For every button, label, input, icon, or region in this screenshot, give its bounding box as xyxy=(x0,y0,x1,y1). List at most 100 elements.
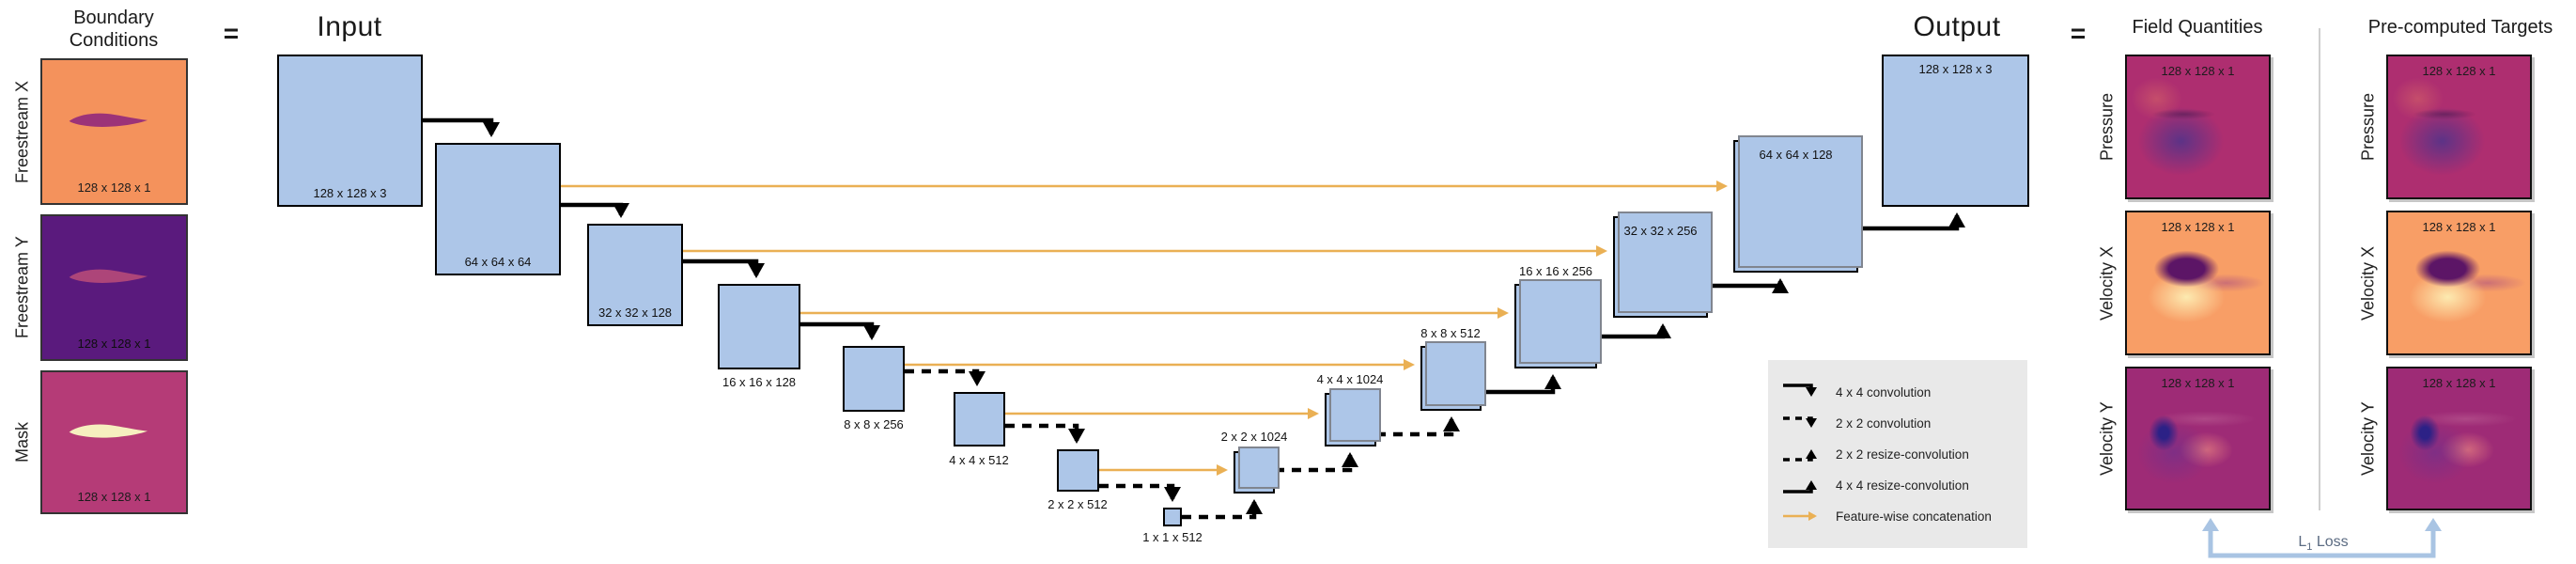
legend-label: Feature-wise concatenation xyxy=(1836,509,1992,524)
pt-velocity-x-image: 128 x 128 x 1 xyxy=(2386,211,2532,355)
fq-pressure-image: 128 x 128 x 1 xyxy=(2125,55,2271,199)
unet-block-dec-8 xyxy=(1420,341,1486,411)
unet-block-dec-4 xyxy=(1325,388,1381,446)
enc-16-dim-label: 16 x 16 x 128 xyxy=(722,375,797,389)
airfoil-silhouette xyxy=(69,424,148,438)
fq-velocity-x-dim: 128 x 128 x 1 xyxy=(2161,220,2235,234)
conv-64-32-arrow xyxy=(561,202,629,218)
orange-right-arrow-icon xyxy=(1783,511,1817,521)
l1-loss-bracket xyxy=(2202,518,2442,558)
dashed-down-arrow-icon xyxy=(1783,416,1817,428)
conv-2x2-arrows xyxy=(905,368,1181,502)
conv-128-64-arrow xyxy=(423,118,500,137)
dec-2-dim-label: 2 x 2 x 1024 xyxy=(1220,430,1288,444)
column-divider xyxy=(2319,28,2320,510)
freestream-y-image: 128 x 128 x 1 xyxy=(40,214,188,361)
resize-1-2-arrow xyxy=(1182,499,1263,520)
legend-row-2x2-resize: 2 x 2 resize-convolution xyxy=(1781,443,2027,465)
legend-row-4x4-conv: 4 x 4 convolution xyxy=(1781,381,2027,403)
enc-2-dim-label: 2 x 2 x 512 xyxy=(1047,497,1108,511)
bottleneck-dim-label: 1 x 1 x 512 xyxy=(1142,530,1203,544)
pt-velocity-x-dim: 128 x 128 x 1 xyxy=(2422,220,2496,234)
unet-block-dec-16 xyxy=(1514,279,1602,368)
fq-velocity-y-dim: 128 x 128 x 1 xyxy=(2161,376,2235,390)
dec-16-dim-label: 16 x 16 x 256 xyxy=(1518,264,1593,278)
block-dim-label: 64 x 64 x 64 xyxy=(464,255,532,269)
unet-block-dec-64: 64 x 64 x 128 xyxy=(1733,135,1863,273)
resize-64-128-arrow xyxy=(1858,212,1965,231)
unet-block-enc-64: 64 x 64 x 64 xyxy=(435,143,561,275)
fq-pressure-label: Pressure xyxy=(2097,92,2117,162)
l1-loss-label: L1 Loss xyxy=(2255,534,2392,553)
conv-4-2-arrow xyxy=(1005,423,1085,444)
pt-velocity-y-label: Velocity Y xyxy=(2358,401,2378,476)
legend-row-2x2-conv: 2 x 2 convolution xyxy=(1781,412,2027,434)
resize-conv-4x4-arrows xyxy=(1482,212,1965,395)
block-dim-label: 128 x 128 x 3 xyxy=(1918,62,1993,76)
legend-label: 4 x 4 convolution xyxy=(1836,384,1932,400)
pt-pressure-dim: 128 x 128 x 1 xyxy=(2422,64,2496,78)
boundary-conditions-title: Boundary Conditions xyxy=(69,8,159,51)
dec-4-dim-label: 4 x 4 x 1024 xyxy=(1316,372,1384,386)
pt-velocity-y-dim: 128 x 128 x 1 xyxy=(2422,376,2496,390)
unet-block-enc-8 xyxy=(843,346,905,412)
unet-block-enc-32: 32 x 32 x 128 xyxy=(587,224,683,326)
loss-word: Loss xyxy=(2312,534,2349,550)
conv-8-4-arrow xyxy=(905,368,985,386)
field-quantities-title: Field Quantities xyxy=(2132,17,2263,38)
fq-velocity-x-image: 128 x 128 x 1 xyxy=(2125,211,2271,355)
loss-l: L xyxy=(2298,534,2307,550)
enc-8-dim-label: 8 x 8 x 256 xyxy=(844,417,904,431)
resize-32-64-arrow xyxy=(1708,278,1789,293)
block-dim-label: 32 x 32 x 128 xyxy=(597,306,673,320)
conv-32-16-arrow xyxy=(683,258,765,278)
output-title: Output xyxy=(1913,11,2001,42)
unet-block-enc-16 xyxy=(718,284,800,369)
equals-sign-left: = xyxy=(223,19,240,48)
dec-8-dim-label: 8 x 8 x 512 xyxy=(1420,326,1481,340)
unet-block-enc-4 xyxy=(954,392,1005,446)
fq-pressure-dim: 128 x 128 x 1 xyxy=(2161,64,2235,78)
block-dim-label: 64 x 64 x 128 xyxy=(1759,148,1833,162)
freestream-x-image: 128 x 128 x 1 xyxy=(40,58,188,205)
fq-velocity-x-label: Velocity X xyxy=(2097,245,2117,321)
enc-4-dim-label: 4 x 4 x 512 xyxy=(949,453,1009,467)
equals-sign-right: = xyxy=(2070,19,2087,48)
unet-block-dec-32: 32 x 32 x 256 xyxy=(1613,212,1713,318)
conv-2-1-arrow xyxy=(1099,483,1181,502)
freestream-y-dim: 128 x 128 x 1 xyxy=(77,337,151,351)
conv-4x4-arrows xyxy=(423,118,880,340)
unet-block-input-128: 128 x 128 x 3 xyxy=(277,55,423,207)
resize-conv-2x2-arrows xyxy=(1182,416,1460,520)
mask-image: 128 x 128 x 1 xyxy=(40,370,188,514)
solid-up-arrow-icon xyxy=(1783,480,1817,494)
pt-velocity-y-image: 128 x 128 x 1 xyxy=(2386,367,2532,510)
skip-connection-arrows xyxy=(561,180,1728,476)
conv-16-8-arrow xyxy=(800,321,880,340)
legend-label: 2 x 2 convolution xyxy=(1836,415,1932,431)
loss-subscript: 1 xyxy=(2306,541,2313,554)
mask-dim: 128 x 128 x 1 xyxy=(77,490,151,504)
legend-label: 4 x 4 resize-convolution xyxy=(1836,478,1969,493)
freestream-x-label: Freestream X xyxy=(12,80,32,183)
freestream-x-dim: 128 x 128 x 1 xyxy=(77,180,151,195)
pt-pressure-label: Pressure xyxy=(2358,92,2378,162)
legend-row-4x4-resize: 4 x 4 resize-convolution xyxy=(1781,474,2027,496)
precomputed-targets-title: Pre-computed Targets xyxy=(2367,17,2553,38)
legend-box: 4 x 4 convolution 2 x 2 convolution 2 x … xyxy=(1768,360,2027,548)
fq-velocity-y-label: Velocity Y xyxy=(2097,401,2117,476)
mask-label: Mask xyxy=(12,422,32,463)
freestream-y-label: Freestream Y xyxy=(12,236,32,339)
unet-block-bottleneck-1 xyxy=(1163,508,1182,526)
airfoil-silhouette xyxy=(69,269,148,284)
dashed-up-arrow-icon xyxy=(1783,449,1817,462)
unet-block-output-128: 128 x 128 x 3 xyxy=(1882,55,2029,207)
block-dim-label: 128 x 128 x 3 xyxy=(313,186,387,200)
solid-down-arrow-icon xyxy=(1783,384,1817,397)
unet-block-dec-2 xyxy=(1234,446,1280,494)
block-dim-label: 32 x 32 x 256 xyxy=(1623,224,1698,238)
resize-16-32-arrow xyxy=(1597,323,1671,339)
fq-velocity-y-image: 128 x 128 x 1 xyxy=(2125,367,2271,510)
